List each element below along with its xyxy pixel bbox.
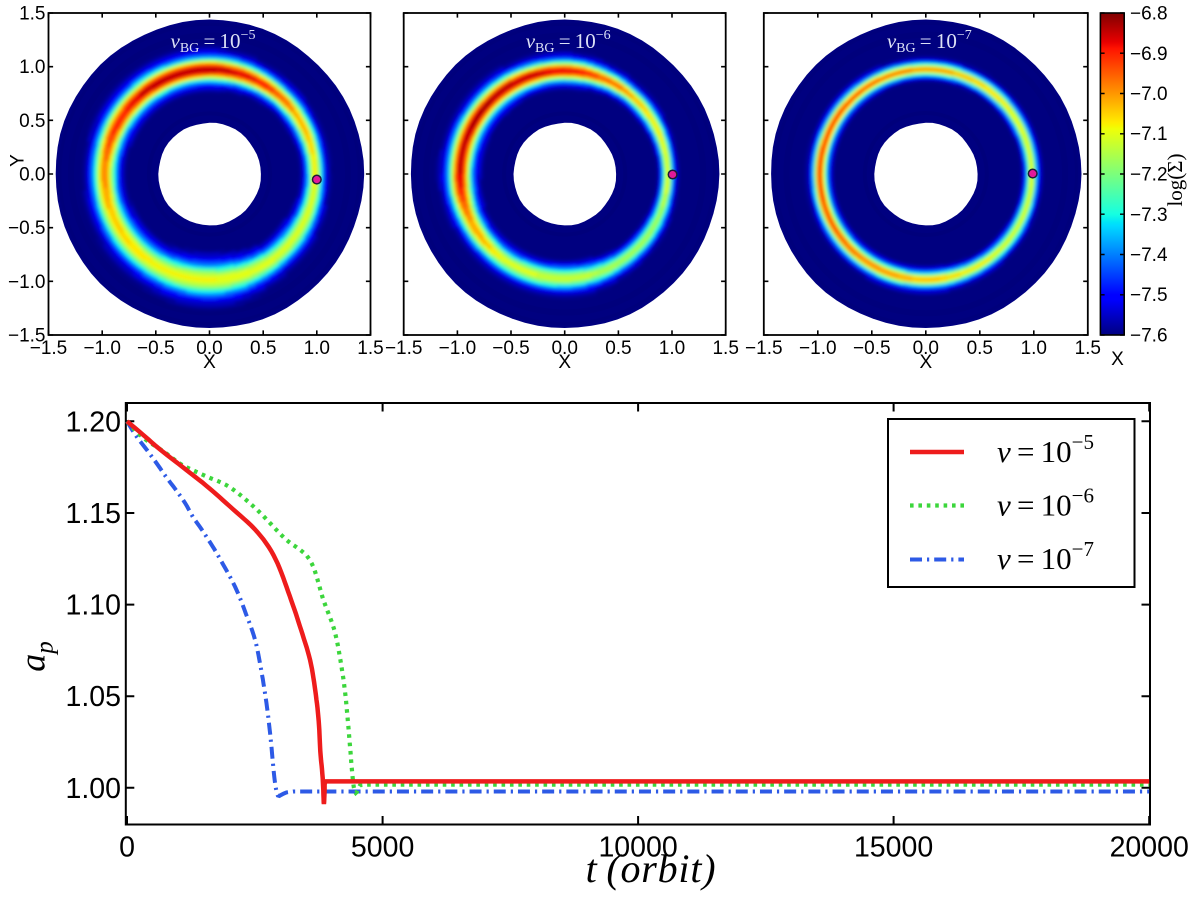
svg-text:−6.9: −6.9 xyxy=(1130,44,1168,65)
svg-text:−1.0: −1.0 xyxy=(83,338,121,359)
svg-text:0.5: 0.5 xyxy=(967,338,993,359)
svg-text:Y: Y xyxy=(8,154,29,167)
svg-text:−1.5: −1.5 xyxy=(745,338,783,359)
svg-text:−7.3: −7.3 xyxy=(1130,205,1168,226)
svg-text:ν = 10−5: ν = 10−5 xyxy=(997,430,1094,469)
svg-text:1.00: 1.00 xyxy=(66,773,121,805)
svg-text:t (orbit): t (orbit) xyxy=(586,846,717,891)
svg-text:0.5: 0.5 xyxy=(19,111,45,132)
svg-text:1.5: 1.5 xyxy=(19,4,45,25)
svg-text:νBG = 10−7: νBG = 10−7 xyxy=(887,28,972,56)
svg-text:−0.5: −0.5 xyxy=(853,338,891,359)
svg-text:5000: 5000 xyxy=(351,832,414,864)
svg-text:X: X xyxy=(1111,349,1124,370)
svg-text:νBG = 10−5: νBG = 10−5 xyxy=(171,28,256,56)
svg-text:−0.5: −0.5 xyxy=(137,338,175,359)
svg-text:−6.8: −6.8 xyxy=(1130,4,1168,25)
svg-text:1.0: 1.0 xyxy=(659,338,685,359)
svg-text:1.5: 1.5 xyxy=(357,338,383,359)
svg-text:νBG = 10−6: νBG = 10−6 xyxy=(526,28,611,56)
svg-text:0.0: 0.0 xyxy=(19,165,45,186)
svg-text:−1.5: −1.5 xyxy=(8,326,46,347)
svg-text:X: X xyxy=(919,352,932,373)
svg-text:0.0: 0.0 xyxy=(913,338,939,359)
svg-text:−7.0: −7.0 xyxy=(1130,84,1168,105)
svg-text:X: X xyxy=(558,352,571,373)
svg-text:−7.6: −7.6 xyxy=(1130,326,1168,347)
svg-text:0: 0 xyxy=(119,832,135,864)
svg-text:1.0: 1.0 xyxy=(304,338,330,359)
svg-text:−1.5: −1.5 xyxy=(30,338,68,359)
svg-text:1.0: 1.0 xyxy=(19,57,45,78)
svg-text:−1.5: −1.5 xyxy=(385,338,423,359)
svg-text:0.0: 0.0 xyxy=(551,338,577,359)
svg-text:1.20: 1.20 xyxy=(66,406,121,438)
svg-text:1.05: 1.05 xyxy=(66,681,121,713)
svg-text:−7.1: −7.1 xyxy=(1130,124,1168,145)
svg-text:0.5: 0.5 xyxy=(250,338,276,359)
svg-text:−1.0: −1.0 xyxy=(439,338,477,359)
svg-text:ν = 10−6: ν = 10−6 xyxy=(997,484,1094,523)
svg-text:−7.4: −7.4 xyxy=(1130,245,1168,266)
svg-text:X: X xyxy=(203,352,216,373)
svg-text:−7.2: −7.2 xyxy=(1130,165,1168,186)
svg-text:0.5: 0.5 xyxy=(605,338,631,359)
svg-text:10000: 10000 xyxy=(598,832,677,864)
svg-text:1.5: 1.5 xyxy=(712,338,738,359)
svg-text:0.0: 0.0 xyxy=(196,338,222,359)
svg-text:−0.5: −0.5 xyxy=(8,218,46,239)
svg-text:log(Σ): log(Σ) xyxy=(1163,153,1187,206)
svg-text:ν = 10−7: ν = 10−7 xyxy=(997,537,1094,576)
svg-text:1.10: 1.10 xyxy=(66,590,121,622)
svg-text:−0.5: −0.5 xyxy=(492,338,530,359)
svg-text:−1.0: −1.0 xyxy=(8,272,46,293)
svg-text:1.0: 1.0 xyxy=(1021,338,1047,359)
svg-text:20000: 20000 xyxy=(1110,832,1189,864)
svg-text:15000: 15000 xyxy=(854,832,933,864)
svg-text:1.5: 1.5 xyxy=(1075,338,1101,359)
svg-text:1.15: 1.15 xyxy=(66,498,121,530)
svg-text:−7.5: −7.5 xyxy=(1130,285,1168,306)
svg-text:−1.0: −1.0 xyxy=(799,338,837,359)
